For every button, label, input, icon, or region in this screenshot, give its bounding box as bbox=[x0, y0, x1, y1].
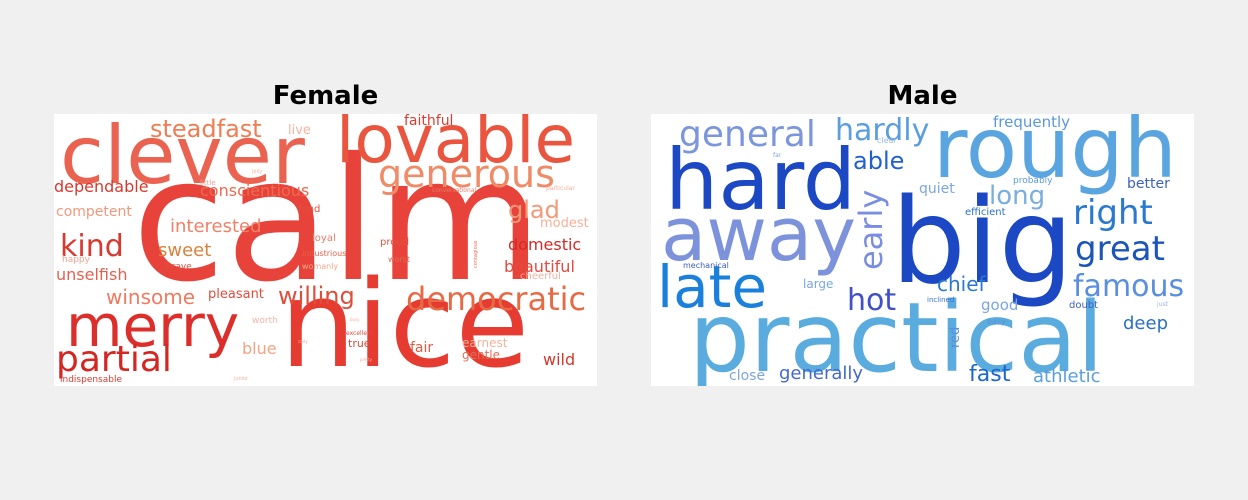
female-word: steadfast bbox=[150, 115, 262, 143]
male-word: right bbox=[1073, 193, 1153, 233]
female-word: pretty bbox=[360, 357, 373, 362]
female-word: busy bbox=[350, 317, 360, 322]
male-word: good bbox=[981, 296, 1019, 314]
female-word: dependable bbox=[54, 177, 149, 196]
female-word: jolly bbox=[252, 169, 263, 175]
female-word: proud bbox=[380, 237, 410, 248]
female-word: cheerful bbox=[520, 271, 561, 282]
female-word: worst bbox=[388, 255, 411, 264]
female-word: conversational bbox=[432, 187, 477, 194]
male-word: late bbox=[657, 253, 768, 321]
female-word: wild bbox=[543, 350, 576, 369]
female-word: indispensable bbox=[60, 375, 123, 385]
male-word: deep bbox=[1123, 313, 1168, 334]
male-word: probably bbox=[1013, 176, 1053, 186]
male-word: quiet bbox=[919, 181, 955, 197]
female-word: gentle bbox=[462, 348, 501, 362]
male-word: athletic bbox=[1033, 366, 1101, 386]
male-word: big bbox=[891, 172, 1074, 310]
male-word-cloud: big practical hard rough away late gener… bbox=[651, 114, 1194, 386]
female-word: little bbox=[200, 179, 216, 187]
male-word: fast bbox=[969, 362, 1011, 386]
female-word: democratic bbox=[406, 280, 587, 318]
male-word: away bbox=[661, 192, 857, 278]
female-word: brave bbox=[166, 262, 192, 272]
male-word: chief bbox=[937, 272, 986, 296]
male-word: red bbox=[948, 326, 963, 348]
female-word: loyal bbox=[312, 233, 336, 244]
female-word: modest bbox=[540, 216, 589, 231]
male-word: hardly bbox=[835, 114, 930, 148]
male-word: doubt bbox=[1069, 300, 1099, 311]
male-word: early bbox=[852, 189, 890, 270]
male-word: famous bbox=[1073, 269, 1185, 304]
female-word: daily bbox=[298, 339, 308, 344]
male-title: Male bbox=[887, 81, 958, 111]
male-word: mechanical bbox=[683, 261, 729, 270]
female-word: earnest bbox=[462, 336, 508, 350]
female-word: womanly bbox=[302, 262, 339, 271]
female-word: worth bbox=[252, 316, 278, 326]
female-word: clever bbox=[60, 114, 305, 202]
female-word: merry bbox=[66, 292, 240, 360]
female-word: domestic bbox=[508, 235, 582, 254]
female-word: glad bbox=[508, 196, 560, 224]
male-word: easy bbox=[987, 317, 1006, 326]
female-word: lovable bbox=[336, 114, 576, 178]
female-word: true bbox=[348, 337, 371, 350]
male-word: hard bbox=[665, 131, 857, 229]
female-word: kind bbox=[60, 229, 124, 264]
male-word: long bbox=[989, 181, 1046, 211]
female-word: pleasant bbox=[208, 287, 264, 302]
male-word: large bbox=[803, 277, 834, 291]
female-word: calm bbox=[132, 122, 543, 320]
female-word: fair bbox=[410, 340, 434, 356]
male-word: rough bbox=[933, 114, 1177, 197]
female-word: happy bbox=[62, 255, 90, 265]
female-word: winsome bbox=[106, 285, 196, 309]
male-word: practical bbox=[689, 282, 1104, 386]
male-word: hot bbox=[847, 283, 897, 318]
male-word: just bbox=[1157, 301, 1168, 308]
male-word: frequently bbox=[993, 114, 1071, 131]
male-word: able bbox=[853, 147, 905, 175]
female-title: Female bbox=[272, 81, 379, 111]
female-word: interested bbox=[170, 216, 262, 237]
female-word: sweet bbox=[158, 240, 212, 261]
female-word: fond bbox=[298, 204, 321, 215]
female-word: generous bbox=[378, 152, 555, 196]
female-word: blue bbox=[242, 339, 277, 358]
female-word: unselfish bbox=[56, 265, 128, 284]
male-word: great bbox=[1075, 229, 1165, 269]
female-word: nice bbox=[280, 256, 530, 386]
male-word: efficient bbox=[965, 207, 1006, 218]
male-word: inclined bbox=[927, 296, 955, 304]
female-word: particular bbox=[546, 185, 575, 192]
male-word: better bbox=[1127, 176, 1170, 192]
male-word: clear bbox=[877, 136, 897, 145]
male-word: general bbox=[679, 114, 816, 155]
female-word: willing bbox=[278, 282, 355, 310]
female-word: excellent bbox=[346, 330, 374, 337]
female-word: industrious bbox=[302, 249, 347, 258]
male-word: far bbox=[773, 152, 782, 159]
female-word: conscientious bbox=[200, 181, 310, 200]
female-word: faithful bbox=[404, 114, 454, 129]
female-word: competent bbox=[56, 204, 132, 220]
male-word: generally bbox=[779, 363, 864, 384]
female-word: live bbox=[288, 123, 311, 138]
female-word: beautiful bbox=[504, 257, 575, 276]
female-word: contagious bbox=[473, 240, 479, 268]
female-word: junior bbox=[234, 376, 249, 382]
female-word-cloud: calm nice clever lovable merry generous … bbox=[54, 114, 597, 386]
male-word: close bbox=[729, 368, 766, 384]
female-word: partial bbox=[56, 339, 172, 380]
